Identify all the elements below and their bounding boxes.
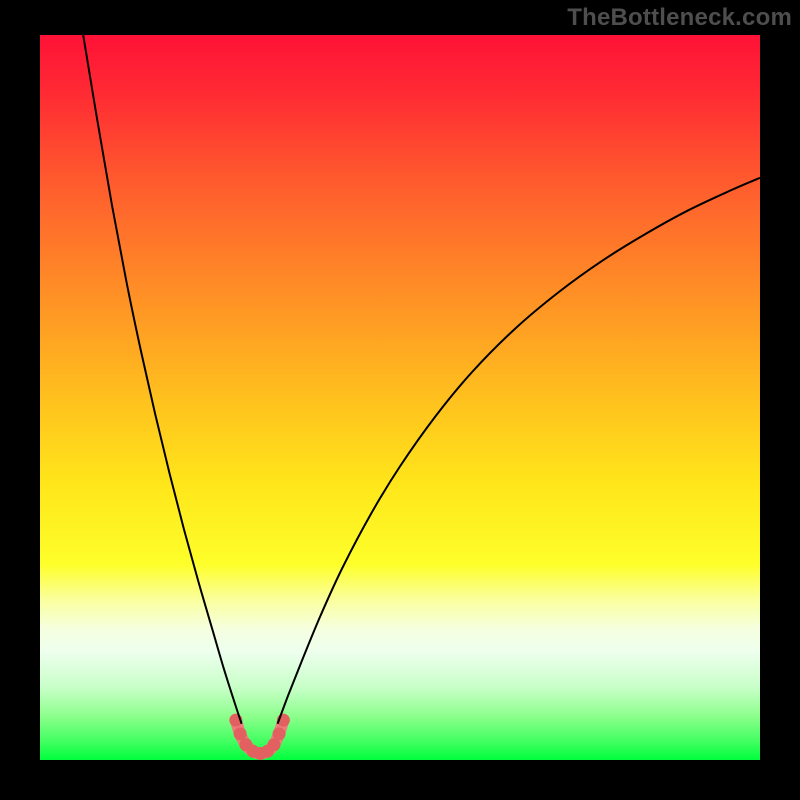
watermark-label: TheBottleneck.com [567,4,792,32]
figure-frame: TheBottleneck.com [0,0,800,800]
plot-svg [40,35,760,760]
minimum-marker [273,727,286,740]
chart-background-gradient [40,35,760,760]
plot-area [40,35,760,760]
